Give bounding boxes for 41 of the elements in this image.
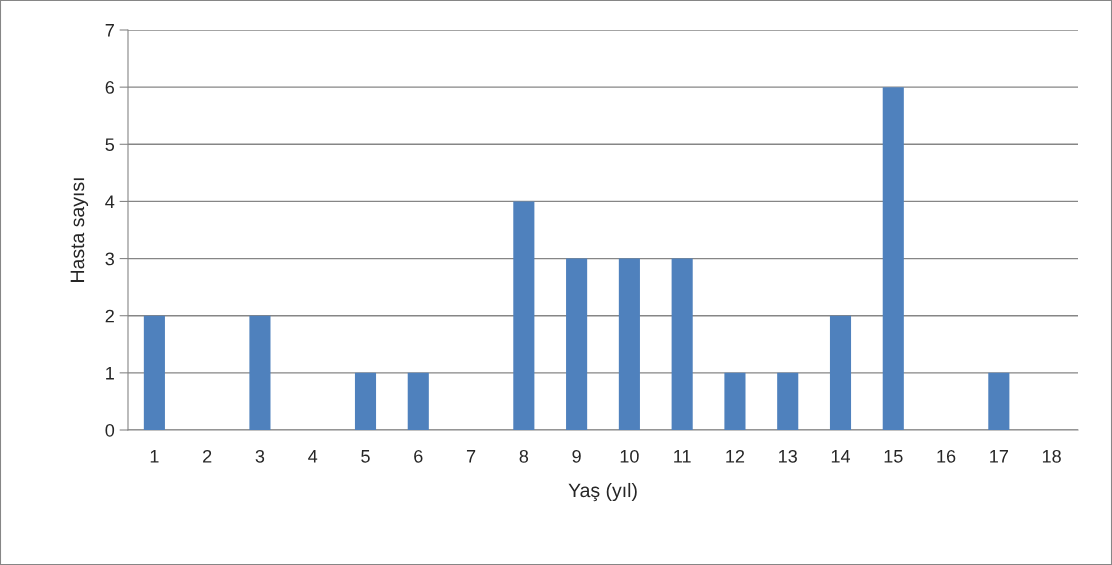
x-tick-label: 3 <box>255 449 265 463</box>
x-tick-label: 14 <box>831 450 851 463</box>
bar <box>618 258 640 430</box>
x-tick-label: 1 <box>150 450 159 463</box>
x-tick-label: 6 <box>414 449 423 463</box>
x-tick-label: 4 <box>308 450 318 463</box>
x-tick-label: 8 <box>519 449 529 463</box>
x-tick-label: 12 <box>726 449 745 463</box>
y-tick-label: 7 <box>105 24 114 37</box>
y-tick-label: 5 <box>105 138 115 152</box>
bar <box>777 372 799 430</box>
y-tick-label: 4 <box>105 195 115 208</box>
x-tick-label: 13 <box>779 449 797 463</box>
bar <box>671 258 693 430</box>
bar <box>143 315 165 430</box>
y-tick-label: 1 <box>106 366 114 380</box>
y-tick-label: 0 <box>105 423 115 437</box>
x-tick-label: 17 <box>990 450 1008 463</box>
x-tick-label: 7 <box>466 450 476 463</box>
x-tick-label: 5 <box>361 450 370 463</box>
x-tick-label: 10 <box>620 449 639 463</box>
y-axis-title: Hasta sayısı <box>70 178 89 282</box>
bar <box>882 87 904 430</box>
x-axis-title: Yaş (yıl) <box>568 482 637 502</box>
bar <box>513 201 535 430</box>
bar <box>407 372 429 430</box>
bar <box>249 315 271 430</box>
bar <box>724 372 746 430</box>
x-tick-label: 18 <box>1042 449 1061 463</box>
y-tick-label: 6 <box>105 81 115 94</box>
x-tick-label: 16 <box>937 449 956 463</box>
bar <box>829 315 852 430</box>
bar <box>988 372 1010 430</box>
x-tick-label: 15 <box>884 450 903 463</box>
x-tick-label: 9 <box>572 449 581 463</box>
x-tick-label: 2 <box>203 449 212 463</box>
y-tick-label: 3 <box>105 252 115 266</box>
y-tick-label: 2 <box>105 309 114 323</box>
bar <box>566 258 588 430</box>
x-tick-label: 11 <box>674 450 691 463</box>
bar <box>354 372 377 430</box>
